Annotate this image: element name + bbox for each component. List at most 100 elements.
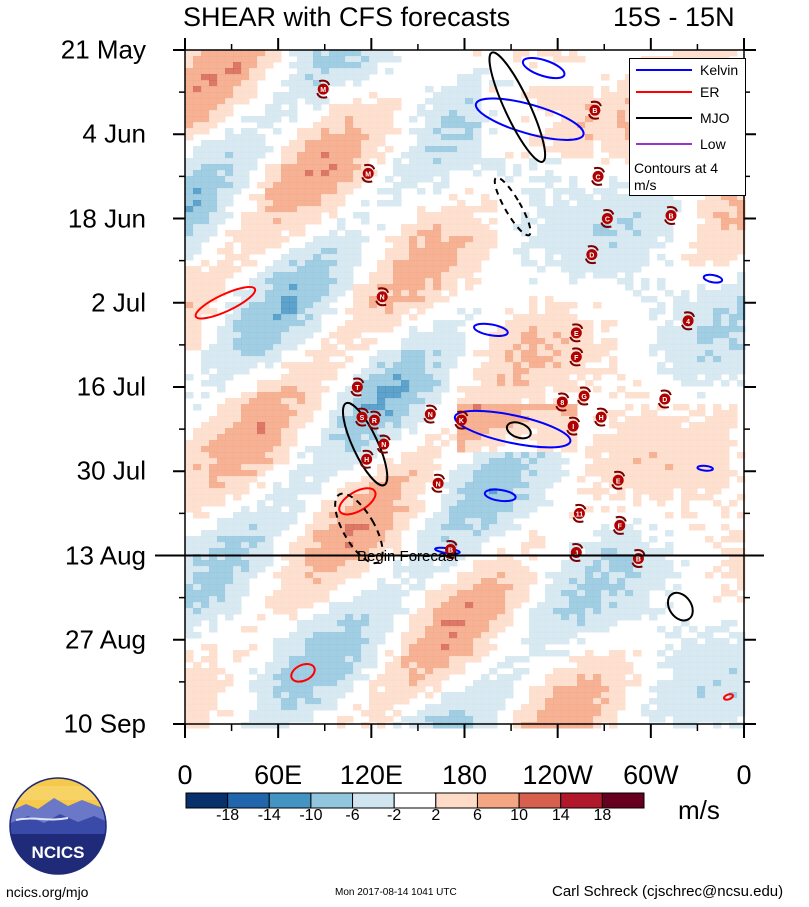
anomaly-cell [449,620,458,627]
anomaly-cell [377,620,386,627]
anomaly-cell [297,176,306,183]
anomaly-cell [337,284,346,291]
anomaly-cell [225,482,234,489]
anomaly-cell [521,248,530,255]
anomaly-cell [705,308,714,315]
anomaly-cell [601,320,610,327]
anomaly-cell [353,128,362,135]
anomaly-cell [377,434,386,441]
anomaly-cell [249,470,258,477]
anomaly-cell [665,338,674,345]
anomaly-cell [449,638,458,645]
anomaly-cell [185,128,194,135]
anomaly-cell [393,266,402,273]
anomaly-cell [249,362,258,369]
anomaly-cell [417,290,426,297]
anomaly-cell [297,254,306,261]
anomaly-cell [313,302,322,309]
anomaly-cell [609,566,618,573]
anomaly-cell [729,470,738,477]
anomaly-cell [577,554,586,561]
anomaly-cell [361,374,370,381]
anomaly-cell [729,440,738,447]
anomaly-cell [297,452,306,459]
anomaly-cell [545,92,554,99]
anomaly-cell [257,116,266,123]
anomaly-cell [649,482,658,489]
anomaly-cell [273,650,282,657]
anomaly-cell [545,368,554,375]
anomaly-cell [377,200,386,207]
anomaly-cell [425,242,434,249]
anomaly-cell [481,68,490,75]
anomaly-cell [345,482,354,489]
anomaly-cell [409,386,418,393]
anomaly-cell [361,530,370,537]
anomaly-cell [545,590,554,597]
anomaly-cell [689,428,698,435]
anomaly-cell [233,170,242,177]
anomaly-cell [401,356,410,363]
anomaly-cell [441,506,450,513]
anomaly-cell [729,548,738,555]
anomaly-cell [393,656,402,663]
anomaly-cell [305,692,314,699]
anomaly-cell [545,236,554,243]
anomaly-cell [217,428,226,435]
anomaly-cell [537,332,546,339]
anomaly-cell [249,140,258,147]
anomaly-cell [561,92,570,99]
anomaly-cell [569,152,578,159]
anomaly-cell [465,164,474,171]
anomaly-cell [585,218,594,225]
anomaly-cell [497,494,506,501]
anomaly-cell [289,332,298,339]
anomaly-cell [641,242,650,249]
anomaly-cell [353,668,362,675]
anomaly-cell [225,554,234,561]
anomaly-cell [257,308,266,315]
anomaly-cell [537,206,546,213]
anomaly-cell [257,74,266,81]
anomaly-cell [217,110,226,117]
anomaly-cell [217,602,226,609]
anomaly-cell [297,320,306,327]
anomaly-cell [337,506,346,513]
anomaly-cell [241,152,250,159]
anomaly-cell [697,302,706,309]
anomaly-cell [329,584,338,591]
anomaly-cell [553,374,562,381]
anomaly-cell [441,692,450,699]
anomaly-cell [233,602,242,609]
anomaly-cell [193,482,202,489]
anomaly-cell [201,560,210,567]
anomaly-cell [545,620,554,627]
anomaly-cell [529,344,538,351]
anomaly-cell [353,98,362,105]
anomaly-cell [673,458,682,465]
anomaly-cell [209,650,218,657]
anomaly-cell [185,542,194,549]
anomaly-cell [569,680,578,687]
anomaly-cell [321,98,330,105]
anomaly-cell [657,440,666,447]
anomaly-cell [289,548,298,555]
anomaly-cell [297,656,306,663]
anomaly-cell [441,512,450,519]
anomaly-cell [505,332,514,339]
anomaly-cell [241,458,250,465]
anomaly-cell [321,572,330,579]
anomaly-cell [193,548,202,555]
anomaly-cell [713,422,722,429]
anomaly-cell [289,194,298,201]
anomaly-cell [185,614,194,621]
anomaly-cell [481,416,490,423]
anomaly-cell [209,224,218,231]
anomaly-cell [193,116,202,123]
anomaly-cell [257,548,266,555]
anomaly-cell [425,290,434,297]
anomaly-cell [601,680,610,687]
anomaly-cell [401,680,410,687]
anomaly-cell [281,638,290,645]
anomaly-cell [257,122,266,129]
